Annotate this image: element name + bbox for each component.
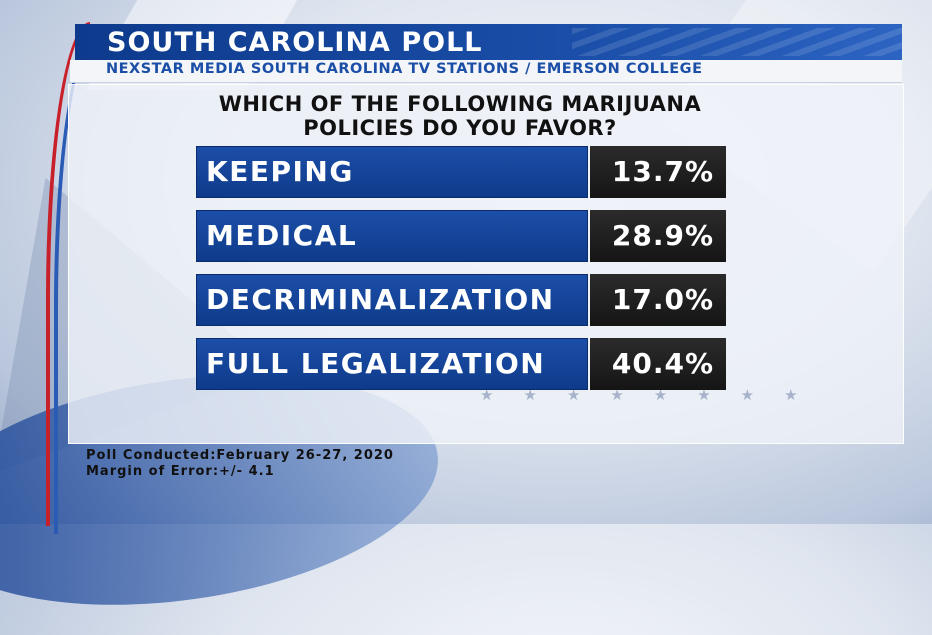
footer-notes: Poll Conducted:February 26-27, 2020 Marg… [86, 448, 394, 480]
result-row: KEEPING 13.7% [196, 146, 726, 198]
header-title-bar: SOUTH CAROLINA POLL [75, 24, 902, 60]
poll-question-line-2: POLICIES DO YOU FAVOR? [303, 116, 617, 140]
page-title: SOUTH CAROLINA POLL [107, 27, 483, 58]
header-subtitle-bar: NEXSTAR MEDIA SOUTH CAROLINA TV STATIONS… [70, 60, 902, 83]
value-label: 17.0% [611, 283, 714, 316]
category-label: FULL LEGALIZATION [206, 347, 546, 380]
margin-of-error: Margin of Error:+/- 4.1 [86, 464, 275, 479]
value-cell: 40.4% [590, 338, 726, 390]
category-label: MEDICAL [206, 219, 358, 252]
poll-dates: Poll Conducted:February 26-27, 2020 [86, 448, 394, 463]
page-subtitle: NEXSTAR MEDIA SOUTH CAROLINA TV STATIONS… [106, 61, 703, 77]
value-label: 40.4% [611, 347, 714, 380]
poll-question-line-1: WHICH OF THE FOLLOWING MARIJUANA [218, 92, 702, 116]
result-row: MEDICAL 28.9% [196, 210, 726, 262]
category-cell: KEEPING [196, 146, 588, 198]
star-row-decoration: ★★★★★★★★ [480, 386, 828, 404]
value-cell: 17.0% [590, 274, 726, 326]
value-cell: 28.9% [590, 210, 726, 262]
result-row: FULL LEGALIZATION 40.4% [196, 338, 726, 390]
category-label: DECRIMINALIZATION [206, 283, 555, 316]
value-cell: 13.7% [590, 146, 726, 198]
category-cell: DECRIMINALIZATION [196, 274, 588, 326]
poll-question: WHICH OF THE FOLLOWING MARIJUANA POLICIE… [150, 92, 770, 140]
category-cell: MEDICAL [196, 210, 588, 262]
value-label: 13.7% [611, 155, 714, 188]
value-label: 28.9% [611, 219, 714, 252]
category-cell: FULL LEGALIZATION [196, 338, 588, 390]
result-row: DECRIMINALIZATION 17.0% [196, 274, 726, 326]
category-label: KEEPING [206, 155, 354, 188]
